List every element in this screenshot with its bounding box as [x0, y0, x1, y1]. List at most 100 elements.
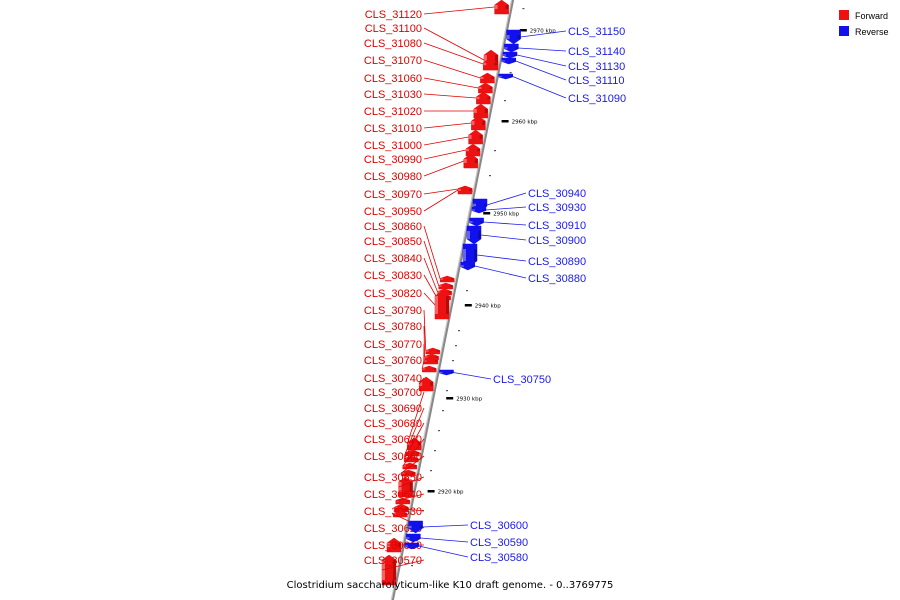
gene-cls-31010[interactable] [471, 115, 486, 131]
forward-gene-label[interactable]: CLS_30700 [364, 387, 422, 399]
reverse-gene-label[interactable]: CLS_31150 [568, 26, 625, 38]
forward-gene-label[interactable]: CLS_30740 [364, 373, 422, 385]
forward-gene-label[interactable]: CLS_30860 [364, 221, 422, 233]
reverse-gene-label[interactable]: CLS_31090 [568, 93, 626, 105]
gene-cls-30900[interactable] [466, 225, 482, 245]
scale-label: 2970 kbp [530, 29, 556, 35]
reverse-gene-label[interactable]: CLS_31110 [568, 75, 624, 87]
reverse-gene-label[interactable]: CLS_30580 [470, 552, 528, 564]
gene-cls-31020[interactable] [473, 103, 489, 119]
forward-gene-label[interactable]: CLS_30660 [364, 451, 422, 463]
forward-gene-label[interactable]: CLS_30620 [364, 523, 422, 535]
gene-cls-30950[interactable] [457, 185, 473, 195]
forward-gene-label[interactable]: CLS_31100 [365, 23, 422, 35]
gene-cls-31030[interactable] [476, 91, 491, 105]
forward-gene-label[interactable]: CLS_30760 [364, 355, 422, 367]
gene-cls-30750[interactable] [439, 369, 454, 376]
forward-leader-line [405, 407, 425, 454]
gene-cls-31140[interactable] [504, 43, 519, 53]
forward-gene-label[interactable]: CLS_31060 [364, 73, 422, 85]
gene-cls-31090[interactable] [498, 73, 513, 80]
gene-cls-31130[interactable] [502, 51, 518, 59]
reverse-gene-label[interactable]: CLS_30940 [528, 188, 586, 200]
forward-gene-label[interactable]: CLS_31020 [364, 106, 422, 118]
gene-cls-30790[interactable] [425, 347, 441, 355]
forward-gene-label[interactable]: CLS_31120 [365, 9, 422, 21]
tick-mark [434, 450, 436, 452]
forward-gene-label[interactable]: CLS_30850 [364, 236, 422, 248]
reverse-legend-swatch [839, 26, 849, 36]
scale-tick [427, 490, 435, 493]
tick-mark [438, 430, 440, 432]
reverse-gene-label[interactable]: CLS_30900 [528, 235, 586, 247]
forward-gene-label[interactable]: CLS_30950 [364, 206, 422, 218]
tick-mark [466, 290, 468, 292]
gene-cls-30760[interactable] [421, 365, 437, 373]
forward-gene-label[interactable]: CLS_30970 [364, 189, 422, 201]
tick-mark [442, 410, 444, 412]
gene-cls-30990[interactable] [465, 143, 481, 157]
forward-gene-label[interactable]: CLS_31000 [364, 140, 422, 152]
forward-gene-label[interactable]: CLS_30840 [364, 253, 422, 265]
forward-leader-line [423, 93, 477, 99]
forward-gene-label[interactable]: CLS_30640 [364, 489, 422, 501]
reverse-gene-label[interactable]: CLS_30750 [493, 374, 551, 386]
reverse-gene-label[interactable]: CLS_30880 [528, 273, 586, 285]
forward-gene-label[interactable]: CLS_30570 [364, 555, 422, 567]
forward-gene-label[interactable]: CLS_31080 [364, 38, 422, 50]
forward-gene-label[interactable]: CLS_31030 [364, 89, 422, 101]
forward-gene-label[interactable]: CLS_30670 [364, 434, 422, 446]
forward-gene-label[interactable]: CLS_30680 [364, 418, 422, 430]
map-caption: Clostridium saccharolyticum-like K10 dra… [287, 580, 614, 591]
gene-cls-30850[interactable] [438, 282, 454, 290]
forward-gene-label[interactable]: CLS_30820 [364, 288, 422, 300]
reverse-leader-line [520, 30, 567, 38]
gene-cls-31000[interactable] [468, 129, 483, 145]
reverse-gene-label[interactable]: CLS_30600 [470, 520, 528, 532]
gene-cls-30910[interactable] [469, 217, 484, 227]
gene-cls-30930[interactable] [471, 206, 487, 214]
forward-gene-label[interactable]: CLS_30790 [364, 305, 422, 317]
reverse-gene-label[interactable]: CLS_30890 [528, 256, 586, 268]
reverse-gene-label[interactable]: CLS_30910 [528, 220, 586, 232]
forward-leader-line [423, 225, 441, 280]
forward-gene-label[interactable]: CLS_30980 [364, 171, 422, 183]
forward-leader-line [423, 257, 438, 293]
forward-gene-label[interactable]: CLS_30770 [364, 339, 422, 351]
reverse-gene-label[interactable]: CLS_31130 [568, 61, 625, 73]
scale-label: 2960 kbp [512, 120, 538, 126]
gene-cls-30590[interactable] [406, 533, 421, 543]
tick-mark [407, 585, 409, 587]
gene-cls-30860[interactable] [439, 275, 455, 283]
reverse-gene-label[interactable]: CLS_31140 [568, 46, 625, 58]
forward-legend-label: Forward [855, 11, 888, 21]
forward-leader-line [381, 559, 425, 571]
forward-leader-line [423, 309, 427, 352]
forward-gene-label[interactable]: CLS_30690 [364, 403, 422, 415]
reverse-leader-line [422, 524, 469, 528]
gene-cls-30820[interactable] [434, 290, 450, 320]
gene-cls-30580[interactable] [404, 542, 420, 550]
scale-label: 2920 kbp [438, 490, 464, 496]
gene-cls-31150[interactable] [506, 29, 521, 45]
gene-cls-30600[interactable] [408, 520, 423, 534]
gene-cls-31070[interactable] [480, 72, 495, 84]
gene-cls-30880[interactable] [460, 261, 476, 271]
reverse-gene-label[interactable]: CLS_30590 [470, 537, 528, 549]
gene-cls-30690[interactable] [405, 449, 420, 457]
forward-gene-label[interactable]: CLS_31010 [364, 123, 422, 135]
gene-cls-31120[interactable] [494, 0, 509, 15]
forward-gene-label[interactable]: CLS_30650 [364, 472, 422, 484]
scale-tick [501, 120, 509, 123]
forward-gene-label[interactable]: CLS_30990 [364, 154, 422, 166]
gene-cls-31110[interactable] [501, 57, 517, 65]
forward-gene-label[interactable]: CLS_30830 [364, 270, 422, 282]
tick-mark [489, 175, 491, 177]
forward-gene-label[interactable]: CLS_30780 [364, 321, 422, 333]
scale-tick [464, 304, 472, 307]
forward-gene-label[interactable]: CLS_31070 [364, 55, 422, 67]
gene-cls-30980[interactable] [463, 153, 479, 169]
forward-gene-label[interactable]: CLS_30630 [364, 506, 422, 518]
gene-cls-31060[interactable] [478, 82, 493, 94]
reverse-gene-label[interactable]: CLS_30930 [528, 202, 586, 214]
